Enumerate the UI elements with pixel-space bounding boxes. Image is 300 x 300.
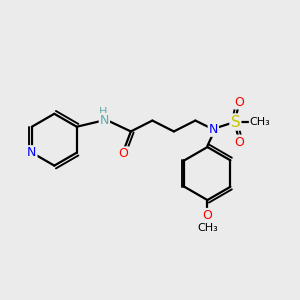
Text: H: H	[99, 107, 108, 117]
Text: O: O	[234, 136, 244, 148]
Text: CH₃: CH₃	[197, 223, 218, 233]
Text: N: N	[27, 146, 37, 159]
Text: O: O	[202, 209, 212, 222]
Text: N: N	[208, 123, 218, 136]
Text: CH₃: CH₃	[250, 117, 271, 127]
Text: O: O	[118, 147, 128, 160]
Text: S: S	[230, 115, 240, 130]
Text: O: O	[234, 95, 244, 109]
Text: N: N	[100, 114, 109, 127]
